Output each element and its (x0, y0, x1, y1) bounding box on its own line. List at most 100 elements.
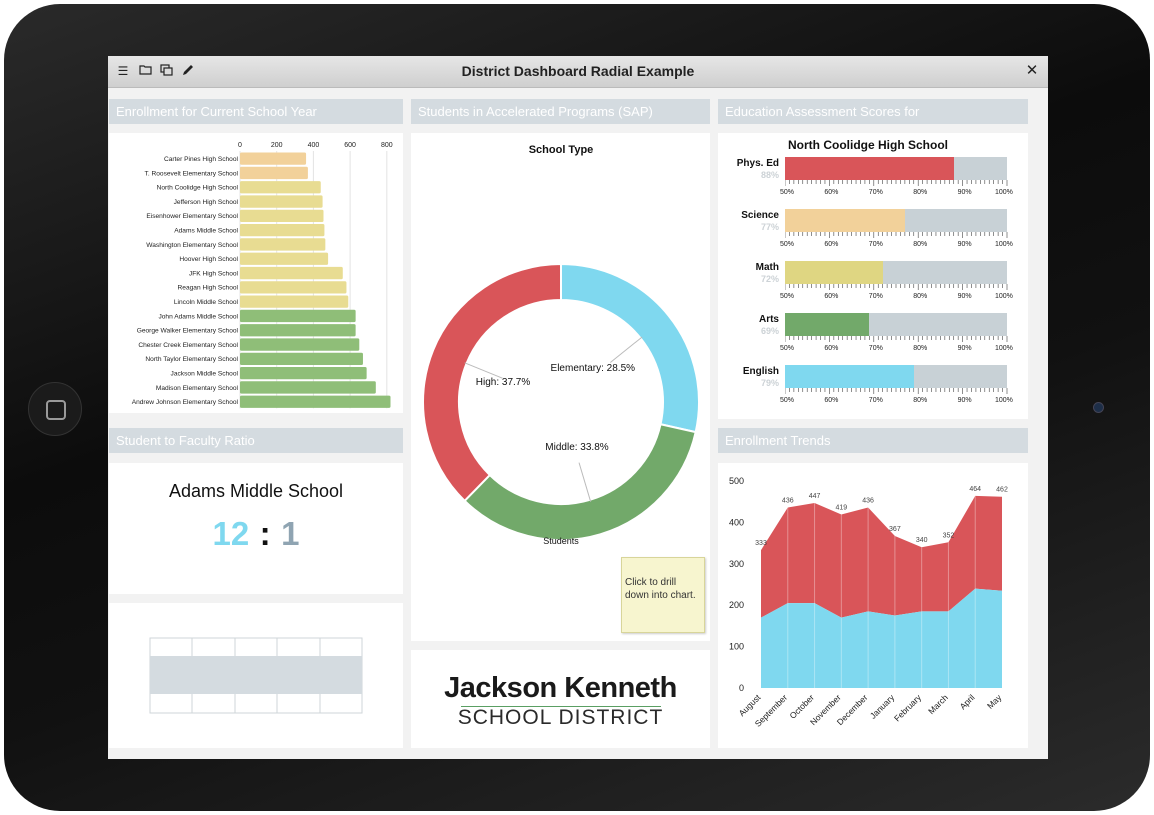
gauge-axis-label: 90% (957, 397, 972, 404)
ratio-faculty: 1 (281, 515, 300, 552)
gauge-axis-label: 50% (780, 397, 795, 404)
gauge-axis-label: 90% (957, 189, 972, 196)
enrollment-bar (240, 309, 356, 323)
gauge-ticks (785, 232, 1008, 238)
gauge-axis-label: 70% (868, 241, 883, 248)
menu-icon[interactable]: ☰ (117, 64, 129, 78)
bar-label: Chester Creek Elementary School (138, 342, 238, 349)
gauge-axis-label: 50% (780, 293, 795, 300)
enrollment-bar (240, 338, 360, 351)
area-series-lower (761, 588, 1002, 688)
x-axis-label: Students (543, 536, 579, 546)
enrollment-panel-title: Enrollment for Current School Year (109, 99, 403, 124)
tick-label: 400 (308, 142, 320, 149)
y-tick-label: 300 (729, 559, 744, 569)
enrollment-bar (240, 252, 329, 265)
gauge-ticks (785, 284, 1008, 290)
enrollment-bar (240, 281, 347, 294)
window-title: District Dashboard Radial Example (461, 63, 695, 79)
data-label: 447 (809, 493, 821, 500)
close-icon[interactable]: ✕ (1025, 62, 1039, 79)
y-tick-label: 100 (729, 642, 744, 652)
placeholder-table (149, 637, 363, 714)
gauge-axis-label: 100% (995, 189, 1013, 196)
enrollment-bar (240, 152, 307, 165)
gauge-axis-label: 60% (824, 189, 839, 196)
gauge-axis-label: 70% (868, 345, 883, 352)
x-tick-label: March (926, 692, 950, 716)
donut-slice (560, 262, 700, 434)
camera-icon (1093, 402, 1104, 413)
gauge-axis-label: 70% (868, 293, 883, 300)
sap-chart-panel[interactable]: School Type Elementary: 28.5% Middle: 33.8… (411, 133, 710, 641)
gauge-axis-label: 100% (995, 345, 1013, 352)
copy-icon[interactable] (159, 64, 173, 78)
gauge-axis-label: 80% (913, 241, 928, 248)
y-tick-label: 500 (729, 476, 744, 486)
home-button[interactable] (28, 382, 82, 436)
trends-panel-title: Enrollment Trends (718, 428, 1028, 453)
gauge-ticks (785, 180, 1008, 186)
bar-label: Jefferson High School (174, 199, 239, 206)
pen-icon[interactable] (180, 64, 194, 78)
logo-subtitle: SCHOOL DISTRICT (457, 706, 664, 729)
enrollment-bar (240, 166, 308, 180)
label-connector (578, 462, 592, 502)
assessment-percent: 69% (760, 326, 779, 336)
gauge-axis-label: 60% (824, 241, 839, 248)
assessment-subject: Science (741, 210, 779, 221)
logo-name: Jackson Kenneth (444, 672, 677, 704)
logo-divider (461, 706, 661, 707)
chart-title: School Type (529, 144, 594, 156)
bar-label: Madison Elementary School (156, 385, 239, 392)
ratio-panel[interactable]: Adams Middle School 12 : 1 (109, 463, 403, 594)
enrollment-bar (240, 395, 391, 408)
slice-label: Middle: 33.8% (545, 442, 608, 453)
slice-label: High: 37.7% (476, 377, 531, 388)
sticky-note: Click to drill down into chart. (621, 557, 705, 633)
gauge-axis-label: 80% (913, 397, 928, 404)
app-window: ☰ District Dashboard Radial Example ✕ En… (108, 56, 1048, 759)
folder-icon[interactable] (138, 64, 152, 78)
donut-slice (422, 262, 562, 503)
label-connector (610, 336, 643, 363)
gauge-fill (785, 365, 914, 388)
enrollment-bar (240, 195, 323, 208)
gauge-axis-label: 80% (913, 293, 928, 300)
gauge-axis-label: 90% (957, 293, 972, 300)
bar-label: Eisenhower Elementary School (146, 213, 238, 220)
x-tick-label: April (958, 692, 977, 711)
gauge-axis-label: 50% (780, 189, 795, 196)
gauge-ticks (785, 336, 1008, 342)
enrollment-bar (240, 381, 376, 394)
gauge-axis-label: 70% (868, 397, 883, 404)
trends-panel[interactable]: 0 100 200 300 400 500 333 436 447 419 436 367 340 352… (718, 463, 1028, 748)
gauge-ticks (785, 388, 1008, 394)
bar-label: Andrew Johnson Elementary School (132, 399, 239, 406)
bar-label: JFK High School (189, 270, 239, 277)
bar-label: Reagan High School (178, 285, 239, 292)
enrollment-bar (240, 266, 343, 280)
bar-label: Adams Middle School (174, 228, 238, 235)
school-type-donut-chart[interactable]: School Type Elementary: 28.5% Middle: 33.8… (411, 133, 710, 641)
bar-label: Washington Elementary School (146, 242, 238, 249)
gauge-axis-label: 100% (995, 241, 1013, 248)
gauge-axis-label: 50% (780, 345, 795, 352)
data-label: 333 (755, 540, 767, 547)
y-tick-label: 400 (729, 517, 744, 527)
bar-label: John Adams Middle School (158, 313, 238, 320)
enrollment-chart-panel[interactable]: 0 200 400 600 800 Carter Pines High School T. … (109, 133, 403, 413)
ratio-school-name: Adams Middle School (168, 481, 344, 501)
gauge-axis-label: 90% (957, 241, 972, 248)
enrollment-chart[interactable]: 0 200 400 600 800 Carter Pines High School T. … (109, 133, 403, 413)
gauge-axis-label: 80% (913, 189, 928, 196)
enrollment-trends-chart[interactable]: 0 100 200 300 400 500 333 436 447 419 436 367 340 352… (718, 463, 1028, 748)
enrollment-bar (240, 238, 326, 251)
tick-label: 0 (238, 142, 242, 149)
bar-label: Carter Pines High School (164, 156, 239, 163)
data-label: 419 (835, 505, 847, 512)
assessment-panel[interactable]: North Coolidge High School Phys. Ed 88% 50… (718, 133, 1028, 419)
sap-panel-title: Students in Accelerated Programs (SAP) (411, 99, 710, 124)
bar-label: Hoover High School (179, 256, 238, 263)
ratio-separator: : (259, 515, 271, 552)
